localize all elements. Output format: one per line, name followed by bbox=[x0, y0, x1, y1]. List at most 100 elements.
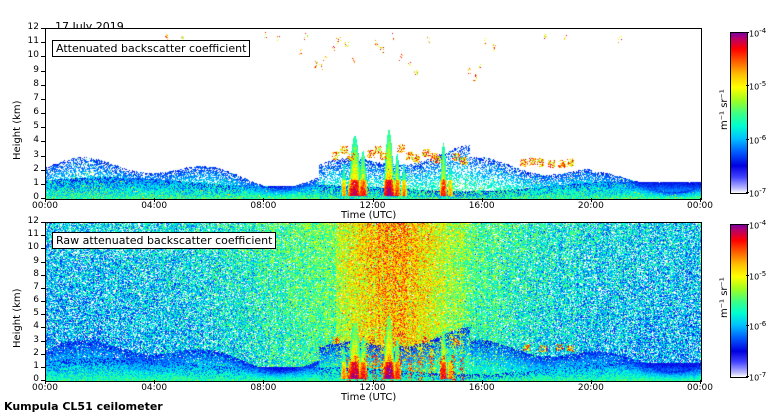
y-tickmark-0-11 bbox=[41, 42, 45, 44]
y-tickmark-1-7 bbox=[41, 287, 45, 289]
y-tickmark-0-1 bbox=[41, 183, 45, 185]
y-tickmark-1-2 bbox=[41, 353, 45, 355]
x-tick-0-2: 08:00 bbox=[250, 201, 277, 211]
y-tickmark-0-2 bbox=[41, 169, 45, 171]
y-tickmark-1-3 bbox=[41, 340, 45, 342]
y-tick-0-4: 4 bbox=[33, 135, 39, 146]
y-tickmark-1-11 bbox=[41, 235, 45, 237]
x-tick-1-1: 04:00 bbox=[141, 383, 168, 393]
x-tick-0-3: 12:00 bbox=[359, 201, 386, 211]
colorbar-tick-0-1: 10-5 bbox=[749, 80, 767, 92]
x-tick-0-5: 20:00 bbox=[577, 201, 604, 211]
y-tick-1-8: 8 bbox=[33, 268, 39, 279]
colorbar-tick-1-2: 10-6 bbox=[749, 320, 767, 332]
y-tickmark-0-4 bbox=[41, 141, 45, 143]
y-tickmark-0-9 bbox=[41, 70, 45, 72]
y-tickmark-1-1 bbox=[41, 366, 45, 368]
y-tick-1-6: 6 bbox=[33, 295, 39, 305]
x-tickmark-1-2 bbox=[263, 380, 265, 384]
colorbar-gradient-top bbox=[730, 32, 748, 194]
y-tick-0-7: 7 bbox=[33, 92, 39, 103]
x-tickmark-0-6 bbox=[700, 198, 701, 202]
colorbar-tick-1-1: 10-5 bbox=[749, 269, 767, 282]
y-tickmark-1-12 bbox=[41, 222, 45, 223]
y-tick-1-7: 7 bbox=[33, 281, 39, 292]
y-tickmark-1-4 bbox=[41, 327, 45, 329]
y-tick-0-5: 5 bbox=[33, 121, 39, 132]
y-tick-0-2: 2 bbox=[33, 163, 39, 174]
y-tick-0-0: 0 bbox=[33, 192, 39, 202]
x-axis-label-bottom: Time (UTC) bbox=[341, 392, 397, 403]
y-tickmark-0-3 bbox=[41, 155, 45, 157]
x-tickmark-0-1 bbox=[154, 198, 156, 202]
x-tickmark-0-5 bbox=[590, 198, 592, 202]
colorbar-tickmark-1-2 bbox=[746, 325, 749, 327]
x-tickmark-0-3 bbox=[372, 198, 374, 202]
x-tickmark-1-1 bbox=[154, 380, 156, 384]
y-tick-0-1: 1 bbox=[33, 177, 39, 188]
colorbar-tickmark-0-1 bbox=[746, 85, 749, 87]
colorbar-tick-0-3: 10-7 bbox=[749, 187, 767, 199]
y-tickmark-1-5 bbox=[41, 314, 45, 316]
y-tickmark-0-0 bbox=[41, 198, 45, 199]
colorbar-tickmark-0-3 bbox=[746, 192, 749, 193]
colorbar-tick-1-3: 10-7 bbox=[749, 371, 767, 383]
plot-area-top bbox=[45, 28, 702, 200]
colorbar-label-bottom: m⁻¹ sr⁻¹ bbox=[719, 277, 730, 318]
x-tickmark-1-5 bbox=[590, 380, 592, 384]
y-tickmark-1-10 bbox=[41, 248, 45, 250]
y-tickmark-0-8 bbox=[41, 84, 45, 86]
y-tick-1-9: 9 bbox=[33, 255, 39, 266]
x-tickmark-1-4 bbox=[481, 380, 483, 384]
x-tick-1-3: 12:00 bbox=[359, 383, 386, 393]
x-tick-0-0: 00:00 bbox=[32, 201, 58, 211]
y-tickmark-0-10 bbox=[41, 56, 45, 58]
x-tick-1-6: 00:00 bbox=[687, 383, 713, 393]
y-tickmark-0-12 bbox=[41, 28, 45, 29]
y-tick-1-3: 3 bbox=[33, 334, 39, 345]
x-tick-0-4: 16:00 bbox=[468, 201, 495, 211]
y-tick-0-11: 11 bbox=[27, 36, 39, 47]
x-tickmark-0-4 bbox=[481, 198, 483, 202]
x-tick-1-0: 00:00 bbox=[32, 383, 58, 393]
y-tickmark-1-8 bbox=[41, 274, 45, 276]
y-tick-0-6: 6 bbox=[33, 107, 39, 117]
y-tick-1-4: 4 bbox=[33, 321, 39, 332]
y-tickmark-0-6 bbox=[41, 113, 45, 114]
y-tick-1-2: 2 bbox=[33, 347, 39, 358]
colorbar-tick-0-2: 10-6 bbox=[749, 133, 767, 146]
colorbar-tick-1-0: 10-4 bbox=[749, 219, 767, 231]
y-tickmark-1-9 bbox=[41, 261, 45, 263]
x-tick-1-4: 16:00 bbox=[468, 383, 495, 393]
y-tick-0-12: 12 bbox=[27, 22, 39, 32]
y-tick-0-9: 9 bbox=[33, 64, 39, 75]
y-tickmark-1-0 bbox=[41, 380, 45, 381]
colorbar-tickmark-1-0 bbox=[746, 224, 749, 225]
x-tickmark-0-0 bbox=[45, 198, 46, 202]
y-tick-1-11: 11 bbox=[27, 229, 39, 240]
y-tick-1-10: 10 bbox=[27, 242, 39, 253]
y-tick-0-10: 10 bbox=[27, 50, 39, 61]
colorbar-tickmark-1-3 bbox=[746, 376, 749, 377]
y-tickmark-0-7 bbox=[41, 98, 45, 100]
y-tick-1-0: 0 bbox=[33, 374, 39, 384]
colorbar-tick-0-0: 10-4 bbox=[749, 27, 767, 39]
footer-label: Kumpula CL51 ceilometer bbox=[4, 400, 163, 413]
x-tickmark-1-3 bbox=[372, 380, 374, 384]
x-tick-0-6: 00:00 bbox=[687, 201, 713, 211]
colorbar-gradient-bottom bbox=[730, 224, 748, 378]
colorbar-tickmark-0-2 bbox=[746, 138, 749, 140]
panel-title-bottom: Raw attenuated backscatter coefficient bbox=[52, 232, 277, 249]
panel-title-top: Attenuated backscatter coefficient bbox=[52, 40, 251, 57]
x-tickmark-1-6 bbox=[700, 380, 701, 384]
colorbar-tickmark-0-0 bbox=[746, 32, 749, 33]
y-tick-0-3: 3 bbox=[33, 149, 39, 160]
x-tickmark-1-0 bbox=[45, 380, 46, 384]
y-tick-1-5: 5 bbox=[33, 308, 39, 319]
x-axis-label-top: Time (UTC) bbox=[341, 210, 397, 221]
y-tick-1-1: 1 bbox=[33, 360, 39, 371]
x-tick-1-2: 08:00 bbox=[250, 383, 277, 393]
y-tickmark-0-5 bbox=[41, 127, 45, 129]
heatmap-canvas-bottom bbox=[46, 223, 701, 381]
